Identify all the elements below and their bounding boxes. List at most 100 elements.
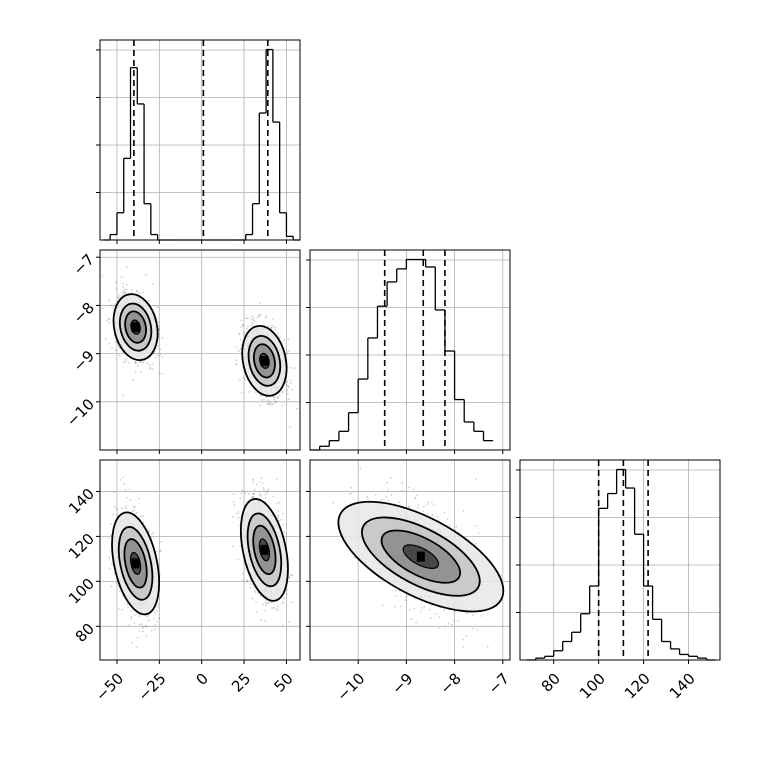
sample-point [142, 521, 145, 524]
sample-point [261, 399, 263, 401]
sample-point [451, 623, 453, 626]
sample-point [265, 604, 267, 607]
sample-point [426, 503, 429, 505]
sample-point [133, 614, 136, 616]
sample-point [144, 614, 147, 617]
y-tick-label: 140 [65, 485, 98, 518]
sample-point [252, 321, 254, 324]
sample-point [254, 591, 257, 593]
sample-point [122, 286, 124, 288]
sample-point [123, 291, 125, 293]
sample-point [112, 513, 115, 516]
sample-point [290, 574, 292, 576]
sample-point [101, 274, 104, 277]
sample-point [277, 510, 279, 512]
sample-point [423, 505, 425, 507]
sample-point [260, 477, 263, 479]
x-tick-label: −9 [388, 670, 416, 698]
sample-point [447, 622, 450, 625]
sample-point [251, 597, 254, 600]
sample-point [446, 518, 449, 520]
sample-point [131, 510, 134, 513]
sample-point [157, 344, 160, 347]
sample-point [281, 602, 284, 605]
sample-point [139, 361, 141, 364]
sample-point [261, 482, 264, 485]
sample-point [252, 317, 255, 320]
sample-point [348, 493, 351, 495]
sample-point [154, 304, 157, 307]
sample-point [252, 319, 255, 322]
sample-point [112, 307, 114, 309]
sample-point [283, 597, 285, 600]
sample-point [421, 607, 424, 609]
sample-point [235, 363, 238, 365]
sample-point [259, 595, 262, 597]
sample-point [235, 512, 238, 515]
sample-point [160, 372, 163, 375]
sample-point [281, 391, 284, 394]
sample-point [448, 524, 451, 527]
x-tick-label: 100 [576, 670, 609, 703]
sample-point [270, 326, 273, 329]
sample-point [148, 531, 151, 533]
sample-point [259, 404, 262, 407]
sample-point [153, 353, 156, 355]
sample-point [260, 494, 262, 497]
sample-point [241, 323, 244, 326]
sample-point [242, 579, 245, 582]
sample-point [253, 492, 256, 495]
sample-point [148, 529, 150, 532]
sample-point [124, 358, 127, 360]
sample-point [472, 614, 474, 617]
sample-point [130, 616, 133, 618]
sample-point [240, 344, 243, 347]
scatter-0-1-frame [99, 249, 301, 451]
sample-point [141, 623, 143, 626]
sample-point [101, 307, 104, 310]
sample-point [431, 501, 433, 504]
sample-point [295, 407, 298, 410]
sample-point [245, 579, 248, 582]
y-tick-label: 80 [72, 620, 98, 646]
sample-point [235, 363, 238, 366]
sample-point [108, 300, 111, 302]
sample-point [139, 292, 142, 294]
sample-point [250, 318, 253, 321]
sample-point [139, 370, 142, 373]
sample-point [125, 283, 128, 286]
sample-point [114, 303, 117, 306]
density-peak [416, 551, 425, 562]
sample-point [247, 325, 249, 328]
sample-point [428, 608, 431, 611]
sample-point [443, 609, 445, 612]
sample-point [289, 366, 292, 369]
sample-point [457, 619, 459, 622]
sample-point [108, 322, 111, 324]
sample-point [239, 497, 242, 500]
sample-point [152, 618, 155, 620]
sample-point [124, 291, 127, 293]
y-tick-label: −8 [70, 299, 98, 327]
sample-point [281, 404, 283, 407]
scatter-0-2-frame [99, 459, 301, 661]
sample-point [265, 396, 268, 399]
sample-point [126, 266, 128, 269]
sample-point [241, 489, 244, 492]
sample-point [159, 353, 162, 355]
sample-point [107, 537, 109, 540]
sample-point [380, 498, 383, 501]
sample-point [154, 623, 157, 626]
sample-point [408, 486, 411, 489]
sample-point [142, 361, 145, 364]
sample-point [268, 402, 271, 405]
hist-2-background [520, 460, 720, 660]
sample-point [146, 616, 149, 618]
sample-point [271, 607, 274, 609]
sample-point [286, 393, 289, 395]
sample-point [270, 402, 273, 405]
sample-point [258, 315, 261, 318]
sample-point [248, 390, 251, 393]
sample-point [159, 348, 162, 351]
sample-point [253, 589, 256, 592]
